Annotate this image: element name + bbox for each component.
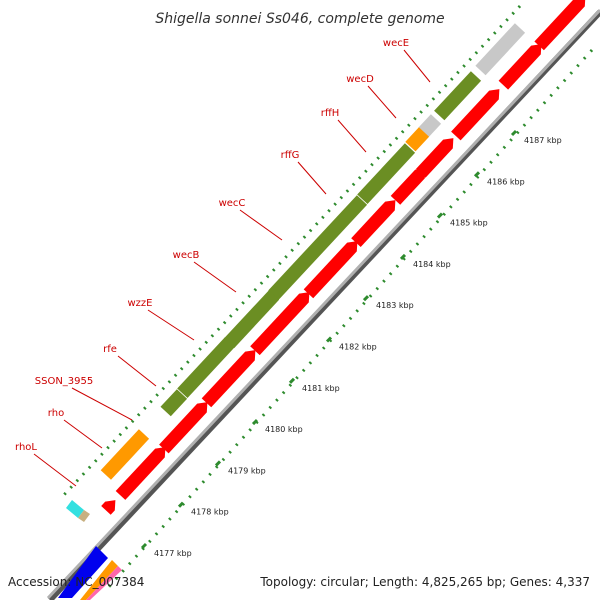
outer-gene-wecD	[434, 71, 482, 121]
ruler-tick-mark	[362, 295, 370, 302]
ruler-tick-mark	[399, 253, 407, 260]
outer-gene-wecC	[268, 195, 368, 300]
gene-label-pointer	[147, 309, 195, 341]
gene-label: wzzE	[128, 298, 153, 309]
ruler-tick-label: 4178 kbp	[191, 508, 229, 517]
ruler-dotted-track	[104, 48, 594, 592]
outer-gene-rho	[100, 429, 150, 480]
gene-label: wecD	[346, 74, 374, 85]
gene-label: wecC	[219, 198, 246, 209]
gene-label: rhoL	[15, 442, 37, 453]
gene-label-pointer	[337, 119, 367, 153]
cds-arrow	[303, 241, 358, 299]
ruler-tick-label: 4187 kbp	[524, 136, 562, 145]
ruler-tick-label: 4185 kbp	[450, 219, 488, 228]
ruler-tick-mark	[251, 419, 259, 426]
cds-arrow	[159, 402, 208, 454]
ruler-tick-label: 4183 kbp	[376, 301, 414, 310]
gene-label-pointer	[193, 261, 237, 293]
cds-arrow	[101, 500, 116, 515]
ruler-tick-mark	[436, 212, 444, 219]
cds-arrow	[451, 89, 500, 141]
ruler-tick-label: 4177 kbp	[154, 549, 192, 558]
cds-arrow	[250, 292, 310, 356]
cds-arrow	[534, 0, 586, 51]
segment-tan-small	[78, 510, 90, 522]
ruler-tick-mark	[510, 129, 518, 137]
backbone	[46, 8, 600, 600]
gene-label-pointer	[71, 387, 133, 421]
ruler-tick-label: 4184 kbp	[413, 260, 451, 269]
gene-label-pointer	[297, 161, 327, 195]
cds-arrow	[416, 138, 454, 178]
segment-blue	[58, 546, 108, 598]
gene-label: rffG	[281, 150, 300, 161]
ruler-tick-label: 4186 kbp	[487, 177, 525, 186]
segment-orange	[80, 560, 118, 600]
outer-dotted-track	[60, 4, 522, 499]
outer-gene-rffH	[405, 127, 430, 152]
cds-arrow	[115, 447, 166, 500]
segment-pink	[86, 566, 122, 600]
ruler-tick-label: 4180 kbp	[265, 425, 303, 434]
gene-label-pointer	[403, 49, 431, 83]
outer-gene-small-gray	[418, 114, 442, 137]
gene-label: SSON_3955	[35, 376, 94, 387]
backbone-shadow	[47, 9, 600, 600]
ruler-tick-label: 4181 kbp	[302, 384, 340, 393]
bottom-segments	[58, 500, 122, 600]
cds-arrow	[390, 168, 426, 205]
map-title: Shigella sonnei Ss046, complete genome	[155, 11, 444, 27]
outer-gene-gray	[475, 23, 526, 76]
gene-label: rfe	[103, 344, 117, 355]
inner-features-track	[101, 0, 586, 515]
ruler-tick-label: 4182 kbp	[339, 343, 377, 352]
outer-gene-wzzE	[177, 337, 236, 398]
ruler-tick-mark	[325, 336, 333, 343]
outer-features-track	[100, 23, 526, 480]
gene-label-pointer	[117, 355, 157, 387]
cds-arrow	[351, 200, 396, 247]
outer-gene-rffG	[357, 143, 416, 204]
ruler-tick-mark	[214, 460, 222, 467]
ruler-tick-mark	[140, 542, 148, 550]
gene-label: rho	[48, 408, 64, 419]
gene-label-pointer	[63, 419, 103, 449]
cds-arrow	[498, 44, 542, 90]
outer-gene-rfe	[160, 389, 188, 417]
genome-summary-text: Topology: circular; Length: 4,825,265 bp…	[259, 575, 590, 589]
gene-label: rffH	[321, 108, 340, 119]
gene-label-pointer	[33, 453, 77, 487]
ruler-ticks: 4187 kbp 4186 kbp 4185 kbp 4184 kbp 4183 kbp…	[140, 129, 562, 558]
ruler-tick-label: 4179 kbp	[228, 466, 266, 475]
gene-label-pointer	[239, 209, 283, 241]
gene-label-pointer	[367, 85, 397, 119]
ruler-tick-mark	[288, 377, 296, 384]
gene-label: wecB	[173, 250, 200, 261]
gene-label: wecE	[383, 38, 409, 49]
gene-labels: wecE wecD rffH rffG wecC wecB wzzE rfe SSON_3955…	[15, 38, 431, 487]
cds-arrow	[201, 350, 256, 408]
ruler-tick-mark	[177, 501, 185, 508]
ruler-tick-mark	[473, 171, 481, 178]
segment-cyan-small	[66, 500, 84, 518]
outer-gene-wecB	[223, 290, 280, 349]
accession-text: Accession: NC_007384	[8, 575, 144, 589]
